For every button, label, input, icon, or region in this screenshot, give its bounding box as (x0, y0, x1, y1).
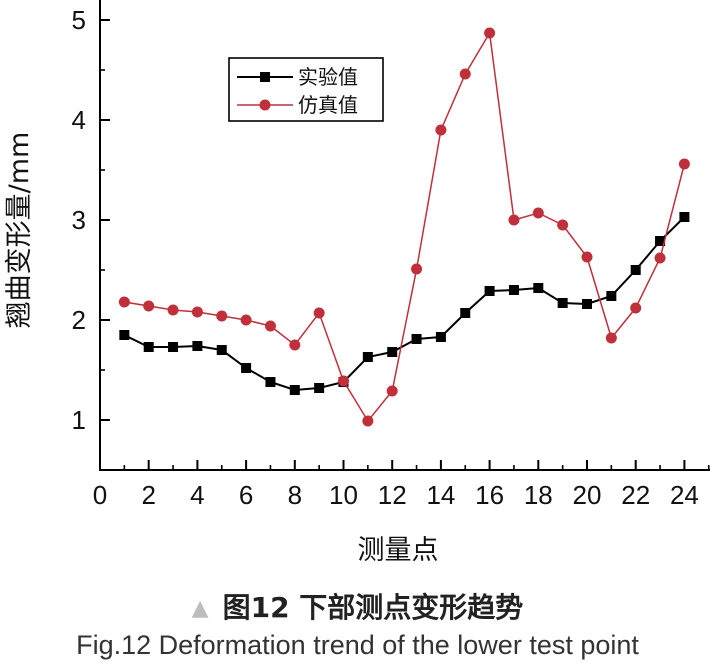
data-point (216, 345, 227, 355)
data-point (582, 299, 592, 309)
x-tick-label: 18 (524, 480, 553, 510)
data-point (484, 27, 496, 39)
data-point (435, 124, 447, 136)
x-tick-label: 10 (329, 480, 358, 510)
data-point (460, 308, 471, 318)
data-point (557, 219, 569, 231)
data-point (362, 415, 374, 427)
data-point (143, 300, 155, 312)
data-point (654, 252, 666, 264)
data-point (143, 342, 154, 352)
data-point (119, 330, 130, 340)
data-point (289, 385, 300, 395)
data-point (362, 352, 373, 362)
data-point (411, 334, 422, 344)
data-point (313, 307, 325, 319)
data-point (264, 320, 276, 332)
data-point (216, 310, 228, 322)
data-point (532, 207, 544, 219)
data-point (508, 214, 520, 226)
data-point (240, 314, 252, 326)
series-line (124, 30, 686, 423)
series-layer (118, 27, 690, 427)
y-tick-label: 5 (72, 5, 86, 35)
data-point (630, 302, 642, 314)
data-point (241, 363, 252, 373)
y-tick-label: 3 (72, 205, 86, 235)
data-point (118, 296, 130, 308)
data-point (314, 383, 325, 393)
x-tick-label: 8 (288, 480, 302, 510)
data-point (606, 291, 617, 301)
data-point (167, 304, 179, 316)
figure-caption-chinese: ▲ 图12 下部测点变形趋势 (0, 586, 715, 626)
triangle-icon: ▲ (191, 596, 209, 621)
x-tick-label: 6 (239, 480, 253, 510)
data-point (459, 68, 471, 80)
x-tick-label: 0 (93, 480, 107, 510)
series-1 (119, 212, 690, 395)
x-tick-label: 14 (426, 480, 455, 510)
y-tick-label: 2 (72, 305, 86, 335)
x-tick-label: 24 (670, 480, 699, 510)
x-tick-label: 12 (378, 480, 407, 510)
data-point (387, 347, 398, 357)
legend-label: 实验值 (298, 65, 358, 89)
data-point (655, 236, 666, 246)
x-axis-label: 测量点 (358, 535, 439, 566)
data-point (411, 263, 423, 275)
x-tick-label: 22 (621, 480, 650, 510)
data-point (265, 377, 276, 387)
data-point (678, 158, 690, 170)
data-point (338, 375, 349, 387)
series-2 (118, 27, 690, 427)
y-tick-label: 1 (72, 405, 86, 435)
data-point (192, 341, 203, 351)
data-point (605, 332, 617, 344)
data-point (508, 285, 519, 295)
legend-marker (259, 99, 271, 111)
y-axis-label: 翘曲变形量/mm (4, 132, 35, 329)
x-tick-label: 20 (573, 480, 602, 510)
figure-caption-english: Fig.12 Deformation trend of the lower te… (76, 630, 639, 660)
data-point (581, 251, 593, 263)
data-point (191, 306, 203, 318)
data-point (679, 212, 690, 222)
data-point (289, 339, 301, 351)
data-point (168, 342, 179, 352)
data-point (533, 283, 544, 293)
data-point (386, 385, 398, 397)
caption-chinese-text: 图12 下部测点变形趋势 (222, 591, 524, 624)
x-tick-label: 2 (141, 480, 155, 510)
data-point (484, 286, 495, 296)
data-point (630, 265, 641, 275)
data-point (557, 298, 568, 308)
x-tick-label: 4 (190, 480, 204, 510)
legend-box (228, 57, 384, 122)
data-point (435, 332, 446, 342)
legend-label: 仿真值 (298, 93, 358, 117)
x-tick-label: 16 (475, 480, 504, 510)
y-tick-label: 4 (72, 105, 86, 135)
legend-marker (260, 72, 270, 82)
